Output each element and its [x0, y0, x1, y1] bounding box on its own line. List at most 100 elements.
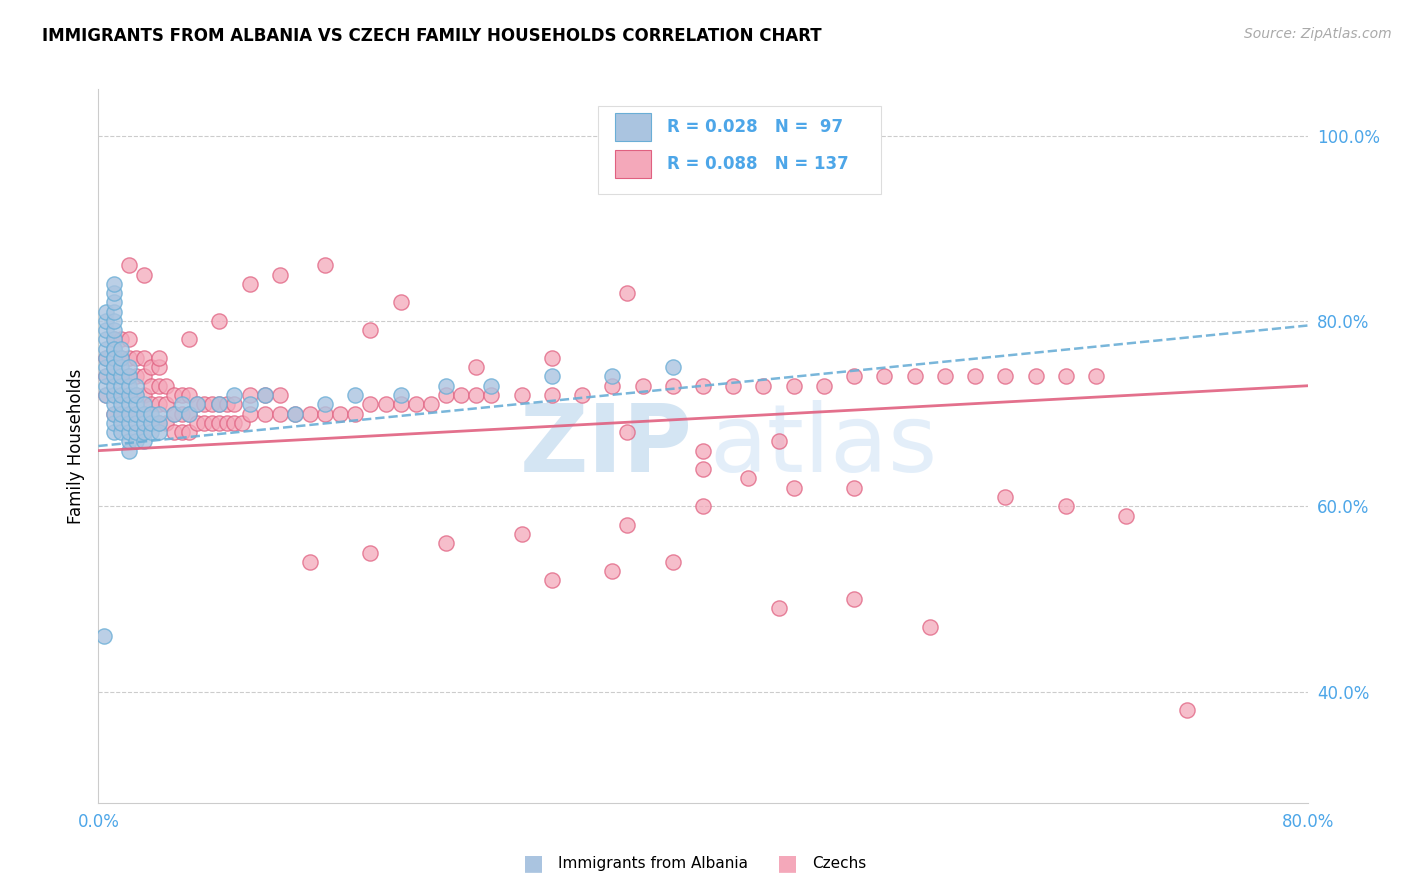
Point	[148, 360, 170, 375]
Point	[179, 333, 201, 347]
Point	[208, 314, 231, 328]
Point	[148, 397, 170, 411]
Point	[510, 388, 533, 402]
Bar	[614, 112, 651, 141]
Point	[103, 323, 125, 337]
Point	[94, 351, 117, 365]
Point	[193, 397, 215, 411]
Point	[110, 407, 132, 421]
Point	[94, 378, 117, 392]
Text: ■: ■	[523, 854, 544, 873]
Point	[132, 434, 155, 449]
Point	[692, 378, 714, 392]
Text: Czechs: Czechs	[811, 856, 866, 871]
Point	[103, 388, 125, 402]
Point	[768, 434, 790, 449]
Point	[768, 601, 790, 615]
Point	[692, 500, 714, 514]
Point	[844, 591, 866, 606]
Point	[179, 388, 201, 402]
Point	[481, 378, 503, 392]
Point	[125, 378, 148, 392]
Point	[918, 620, 941, 634]
Point	[125, 407, 148, 421]
Point	[201, 416, 224, 430]
Point	[224, 388, 246, 402]
Point	[125, 397, 148, 411]
Point	[141, 397, 163, 411]
Point	[94, 333, 117, 347]
Point	[465, 388, 488, 402]
FancyBboxPatch shape	[598, 105, 880, 194]
Point	[662, 360, 685, 375]
Text: Source: ZipAtlas.com: Source: ZipAtlas.com	[1244, 27, 1392, 41]
Point	[94, 314, 117, 328]
Point	[224, 416, 246, 430]
Point	[215, 397, 238, 411]
Point	[662, 555, 685, 569]
Point	[631, 378, 654, 392]
Point	[571, 388, 593, 402]
Point	[93, 629, 115, 643]
Point	[208, 416, 231, 430]
Point	[314, 397, 336, 411]
Point	[540, 388, 562, 402]
Point	[132, 425, 155, 439]
Point	[110, 342, 132, 356]
Point	[94, 323, 117, 337]
Point	[141, 378, 163, 392]
Point	[103, 416, 125, 430]
Point	[284, 407, 307, 421]
Point	[344, 407, 367, 421]
Point	[314, 407, 336, 421]
Point	[170, 397, 193, 411]
Point	[118, 351, 141, 365]
Point	[737, 471, 759, 485]
Point	[540, 574, 562, 588]
Point	[103, 351, 125, 365]
Point	[360, 323, 382, 337]
Point	[602, 378, 624, 392]
Point	[723, 378, 745, 392]
Point	[155, 416, 177, 430]
Point	[148, 416, 170, 430]
Point	[994, 490, 1017, 504]
Point	[1024, 369, 1046, 384]
Point	[148, 351, 170, 365]
Point	[132, 397, 155, 411]
Point	[103, 407, 125, 421]
Point	[94, 388, 117, 402]
Point	[103, 295, 125, 310]
Point	[148, 425, 170, 439]
Point	[110, 407, 132, 421]
Point	[132, 425, 155, 439]
Point	[125, 434, 148, 449]
Point	[239, 407, 262, 421]
Point	[132, 268, 155, 282]
Point	[94, 369, 117, 384]
Point	[103, 360, 125, 375]
Point	[110, 378, 132, 392]
Point	[965, 369, 987, 384]
Point	[284, 407, 307, 421]
Point	[783, 378, 806, 392]
Point	[224, 397, 246, 411]
Point	[118, 416, 141, 430]
Point	[110, 425, 132, 439]
Point	[118, 407, 141, 421]
Point	[132, 369, 155, 384]
Point	[692, 443, 714, 458]
Point	[186, 416, 208, 430]
Point	[360, 545, 382, 559]
Point	[125, 425, 148, 439]
Point	[269, 407, 291, 421]
Point	[420, 397, 443, 411]
Point	[141, 360, 163, 375]
Point	[125, 369, 148, 384]
Point	[118, 378, 141, 392]
Point	[374, 397, 396, 411]
Point	[934, 369, 956, 384]
Point	[103, 388, 125, 402]
Point	[141, 416, 163, 430]
Point	[110, 397, 132, 411]
